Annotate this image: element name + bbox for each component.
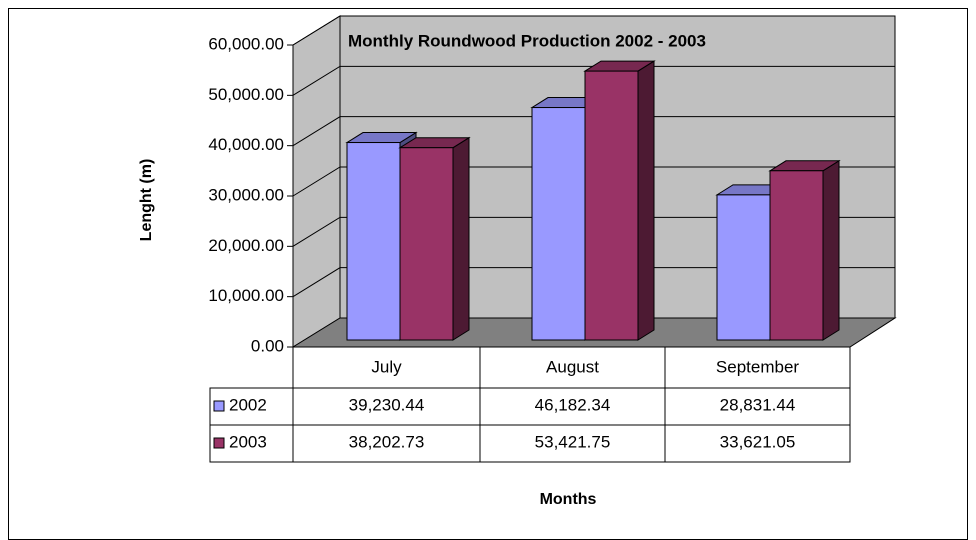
bar [716, 194, 771, 341]
grid-line [292, 216, 895, 247]
y-tick-label: 10,000.00 [208, 286, 284, 305]
y-tick-label: 0.00 [251, 336, 284, 355]
x-tick-label: July [371, 357, 402, 376]
bar-side [452, 136, 470, 341]
legend-label: 2003 [229, 432, 267, 451]
table-value: 28,831.44 [720, 395, 796, 414]
legend-key [213, 400, 225, 412]
grid-line [292, 65, 895, 96]
y-tick-label: 40,000.00 [208, 135, 284, 154]
bar [584, 70, 639, 341]
table-value: 33,621.05 [720, 432, 796, 451]
y-tick-label: 30,000.00 [208, 185, 284, 204]
bar [531, 107, 586, 341]
chart-title: Monthly Roundwood Production 2002 - 2003 [348, 31, 706, 50]
grid-line [292, 267, 895, 298]
bar-side [637, 60, 655, 341]
legend-key [213, 437, 225, 449]
y-tick-label: 60,000.00 [208, 34, 284, 53]
y-axis-label: Lenght (m) [138, 159, 155, 242]
legend-label: 2002 [229, 395, 267, 414]
table-value: 38,202.73 [349, 432, 425, 451]
y-tick-label: 20,000.00 [208, 236, 284, 255]
bar [769, 170, 824, 341]
x-tick-label: August [546, 357, 599, 376]
table-value: 53,421.75 [535, 432, 611, 451]
table-value: 46,182.34 [535, 395, 611, 414]
grid-line [292, 166, 895, 197]
x-axis-label: Months [540, 491, 597, 508]
table-value: 39,230.44 [349, 395, 425, 414]
bar-side [822, 159, 840, 341]
table-header [292, 346, 851, 389]
grid-line [292, 116, 895, 147]
y-tick-label: 50,000.00 [208, 85, 284, 104]
bar [346, 142, 401, 341]
x-tick-label: September [716, 357, 799, 376]
grid-line [292, 15, 895, 46]
bar [399, 147, 454, 341]
